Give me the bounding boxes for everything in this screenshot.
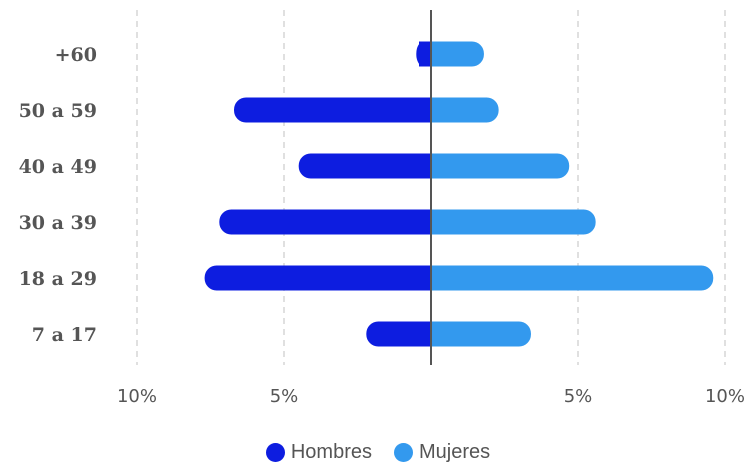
bar-hombres-inner-2 xyxy=(419,153,431,179)
bar-hombres-3 xyxy=(219,209,431,235)
category-label-3: 30 a 39 xyxy=(19,212,97,234)
bar-mujeres-inner-1 xyxy=(431,97,443,123)
x-tick-label-3: 10% xyxy=(705,386,745,407)
legend-item-mujeres[interactable]: Mujeres xyxy=(394,441,490,464)
bar-mujeres-1 xyxy=(431,97,499,123)
bar-mujeres-4 xyxy=(431,265,714,291)
bar-mujeres-3 xyxy=(431,209,596,235)
bar-hombres-2 xyxy=(298,153,431,179)
legend-label-hombres: Hombres xyxy=(290,441,372,463)
bar-hombres-inner-1 xyxy=(419,97,431,123)
legend-item-hombres[interactable]: Hombres xyxy=(265,441,372,464)
bar-mujeres-2 xyxy=(431,153,570,179)
bar-hombres-inner-0 xyxy=(419,41,431,67)
x-tick-label-1: 5% xyxy=(270,386,299,407)
bar-mujeres-5 xyxy=(431,321,531,347)
legend: Hombres Mujeres xyxy=(0,441,756,464)
legend-swatch-hombres xyxy=(265,443,285,462)
bar-hombres-inner-4 xyxy=(419,265,431,291)
category-label-4: 18 a 29 xyxy=(19,268,97,290)
legend-label-mujeres: Mujeres xyxy=(419,441,491,463)
legend-swatch-mujeres xyxy=(394,443,413,462)
bar-mujeres-0 xyxy=(431,41,484,67)
bar-mujeres-inner-2 xyxy=(431,153,443,179)
x-tick-label-2: 5% xyxy=(564,386,593,407)
bar-mujeres-inner-5 xyxy=(431,321,443,347)
category-label-5: 7 a 17 xyxy=(32,324,97,346)
bar-hombres-inner-3 xyxy=(419,209,431,235)
category-label-1: 50 a 59 xyxy=(19,100,97,122)
bar-mujeres-inner-4 xyxy=(431,265,443,291)
bar-mujeres-inner-3 xyxy=(431,209,443,235)
bar-hombres-4 xyxy=(204,265,431,291)
bar-hombres-inner-5 xyxy=(419,321,431,347)
category-label-2: 40 a 49 xyxy=(19,156,97,178)
category-label-0: +60 xyxy=(55,44,97,66)
x-tick-label-0: 10% xyxy=(117,386,157,407)
bar-hombres-1 xyxy=(234,97,431,123)
bar-hombres-5 xyxy=(366,321,431,347)
bar-mujeres-inner-0 xyxy=(431,41,443,67)
